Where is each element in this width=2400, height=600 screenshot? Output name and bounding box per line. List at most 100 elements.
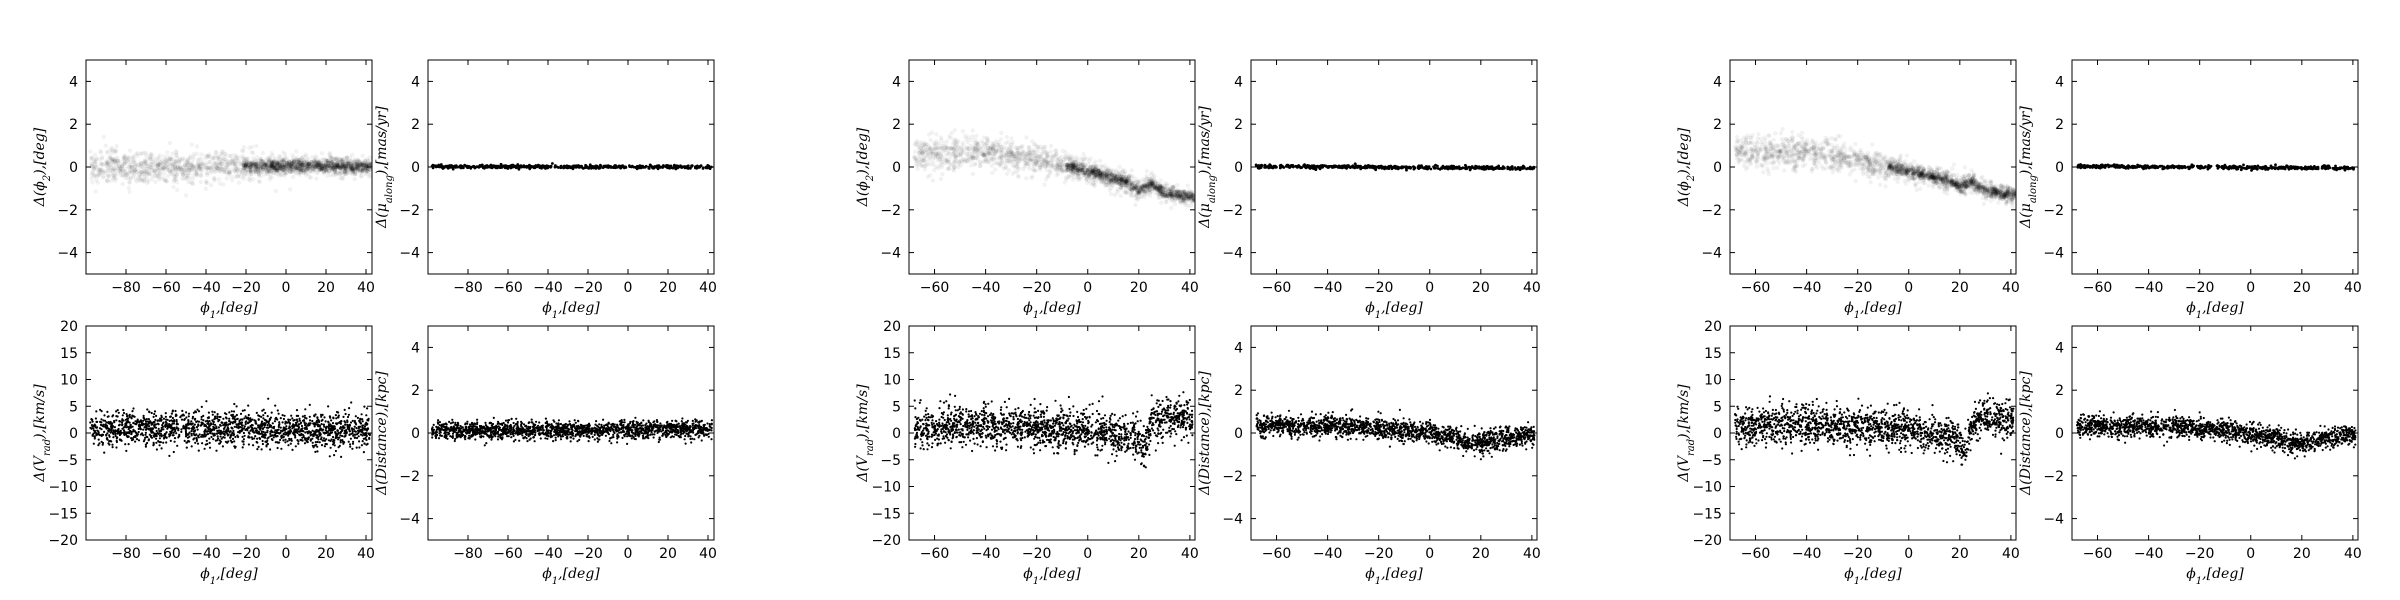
data-point bbox=[175, 165, 180, 170]
data-point bbox=[291, 448, 294, 451]
data-point bbox=[195, 438, 198, 441]
data-point bbox=[259, 159, 265, 164]
data-point bbox=[238, 167, 243, 173]
data-point bbox=[100, 155, 105, 160]
data-point bbox=[327, 165, 332, 170]
data-point bbox=[125, 175, 131, 181]
data-point bbox=[221, 445, 224, 448]
data-point bbox=[194, 171, 199, 176]
data-point bbox=[144, 443, 147, 446]
data-point bbox=[282, 426, 285, 430]
data-point bbox=[102, 419, 105, 422]
data-point bbox=[173, 440, 176, 443]
data-point bbox=[253, 159, 258, 165]
data-point bbox=[300, 162, 305, 167]
data-point bbox=[360, 168, 366, 174]
data-point bbox=[152, 421, 155, 424]
data-point bbox=[96, 168, 101, 173]
data-point bbox=[168, 162, 173, 167]
data-point bbox=[95, 410, 98, 413]
data-point bbox=[268, 169, 273, 174]
data-point bbox=[337, 165, 342, 170]
data-point bbox=[344, 161, 349, 166]
data-point bbox=[355, 165, 360, 169]
data-point bbox=[271, 170, 276, 175]
data-point bbox=[274, 169, 280, 174]
data-point bbox=[119, 439, 122, 442]
data-point bbox=[227, 161, 233, 166]
data-point bbox=[108, 435, 111, 438]
data-point bbox=[252, 161, 257, 166]
data-point bbox=[451, 164, 454, 168]
data-point bbox=[349, 164, 354, 169]
data-point bbox=[272, 436, 275, 439]
data-point bbox=[260, 165, 265, 170]
data-point bbox=[341, 439, 344, 442]
data-point bbox=[217, 418, 220, 421]
data-point bbox=[626, 442, 629, 445]
data-point bbox=[438, 421, 441, 424]
data-point bbox=[191, 176, 196, 182]
data-point bbox=[269, 162, 274, 167]
data-point bbox=[310, 169, 315, 174]
data-point bbox=[280, 158, 285, 164]
data-point bbox=[290, 167, 295, 173]
data-point bbox=[315, 434, 318, 437]
data-point bbox=[302, 165, 306, 170]
data-point bbox=[146, 170, 152, 175]
data-point bbox=[113, 421, 116, 424]
data-point bbox=[135, 153, 140, 159]
data-point bbox=[222, 168, 227, 173]
data-point bbox=[276, 446, 279, 450]
data-point bbox=[348, 162, 353, 167]
data-point bbox=[226, 170, 231, 175]
data-point bbox=[292, 167, 297, 172]
data-point bbox=[99, 162, 105, 167]
data-point bbox=[155, 162, 161, 167]
data-point bbox=[108, 164, 113, 170]
data-point bbox=[206, 152, 212, 157]
data-point bbox=[233, 164, 238, 169]
data-point bbox=[361, 165, 366, 170]
data-point bbox=[148, 165, 154, 170]
data-point bbox=[242, 431, 245, 435]
data-point bbox=[297, 430, 300, 433]
data-point bbox=[358, 159, 363, 165]
data-point bbox=[172, 159, 177, 164]
data-point bbox=[261, 442, 264, 446]
x-tick-label: 40 bbox=[357, 280, 375, 296]
data-point bbox=[338, 158, 344, 163]
data-point bbox=[306, 166, 311, 171]
data-point bbox=[182, 425, 185, 429]
data-point bbox=[123, 172, 128, 178]
data-point bbox=[249, 162, 254, 167]
data-point bbox=[171, 179, 176, 184]
data-point bbox=[155, 163, 160, 168]
data-point bbox=[145, 177, 150, 182]
data-point bbox=[316, 163, 321, 168]
data-point bbox=[222, 417, 225, 420]
data-point bbox=[326, 158, 331, 163]
data-point bbox=[138, 421, 141, 424]
data-point bbox=[341, 426, 344, 429]
data-point bbox=[336, 162, 341, 167]
data-point bbox=[173, 167, 179, 172]
data-point bbox=[117, 411, 120, 414]
data-point bbox=[352, 440, 355, 443]
data-point bbox=[340, 164, 346, 169]
data-point bbox=[327, 168, 332, 173]
data-point bbox=[303, 442, 307, 445]
data-point bbox=[100, 428, 103, 431]
data-point bbox=[354, 163, 359, 168]
data-point bbox=[340, 164, 345, 168]
data-point bbox=[273, 188, 278, 194]
data-point bbox=[115, 165, 120, 170]
data-point bbox=[188, 155, 193, 160]
data-point bbox=[127, 162, 133, 168]
data-point bbox=[342, 170, 347, 175]
data-point bbox=[174, 156, 180, 161]
data-point bbox=[160, 447, 163, 450]
data-point bbox=[272, 165, 277, 170]
data-point bbox=[351, 427, 354, 430]
